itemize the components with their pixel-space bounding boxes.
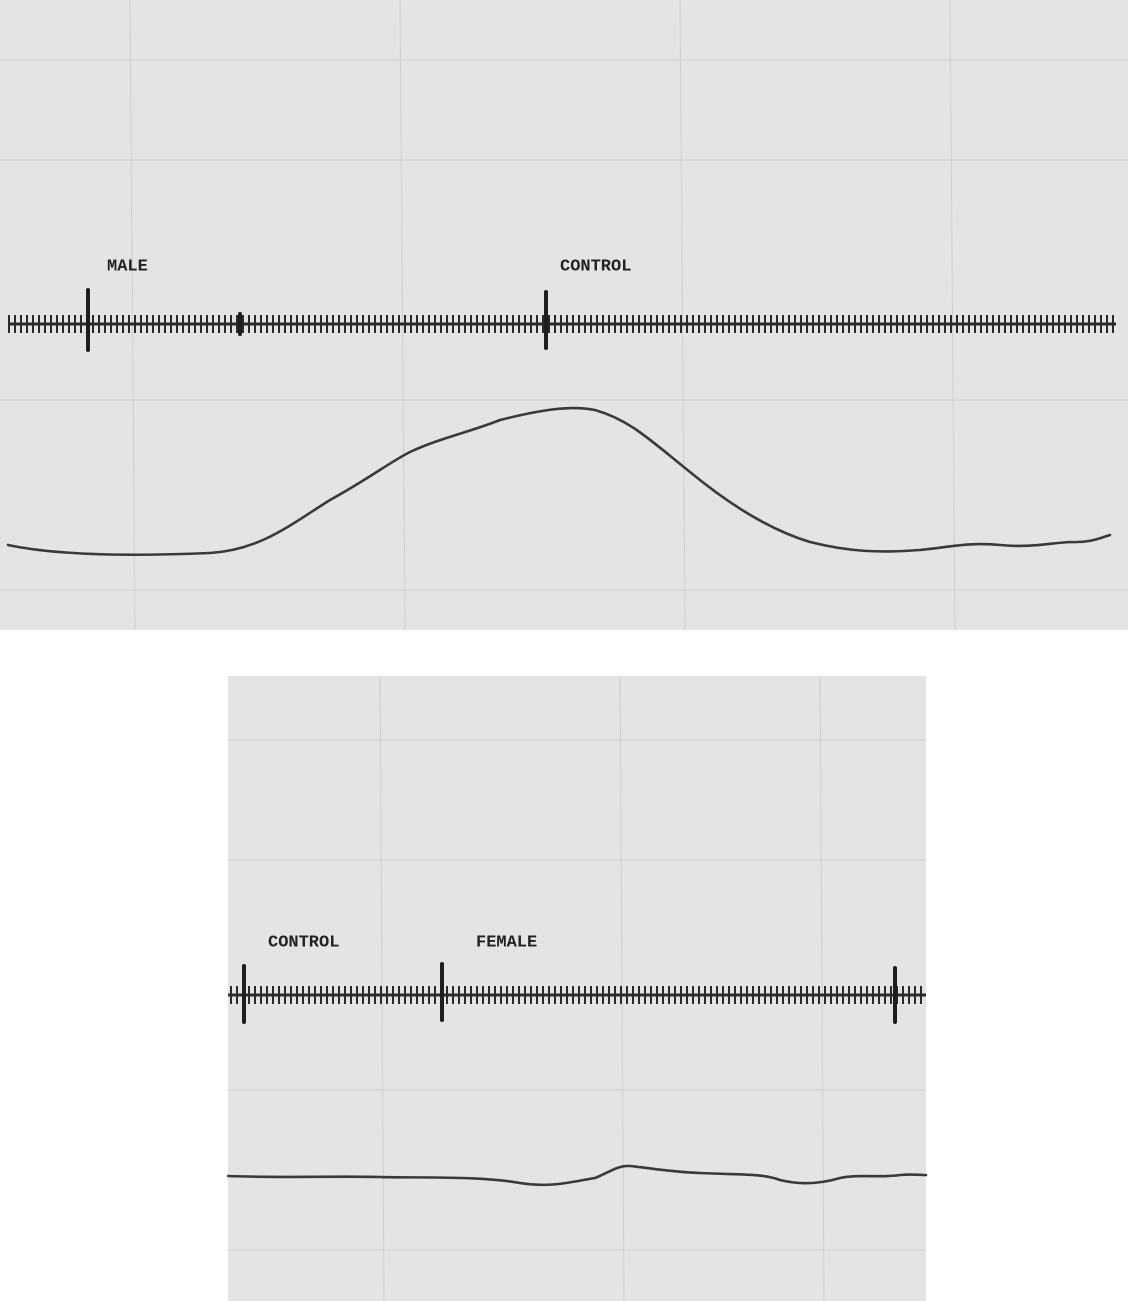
bottom-panel: CONTROL FEMALE	[228, 676, 926, 1301]
figure: MALE CONTROL CONTROL FEMALE	[0, 0, 1128, 1301]
top-panel: MALE CONTROL	[0, 0, 1128, 630]
event-label: CONTROL	[268, 933, 339, 952]
event-label: CONTROL	[560, 257, 631, 276]
event-label: FEMALE	[476, 933, 537, 952]
event-label: MALE	[107, 257, 148, 276]
page: {"top_panel": {"labels": ["MALE", "CONTR…	[0, 0, 1128, 1301]
